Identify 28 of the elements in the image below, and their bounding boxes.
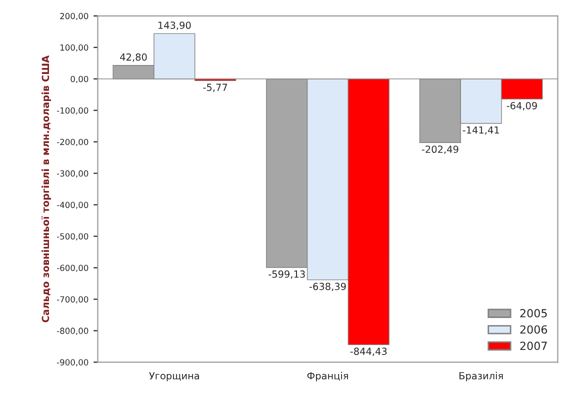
legend-label: 2006 — [520, 325, 548, 334]
legend-label: 2005 — [520, 309, 547, 318]
data-label: 143,90 — [158, 22, 191, 30]
data-label: -141,41 — [462, 126, 499, 135]
data-label: -5,77 — [203, 84, 228, 92]
y-tick-label: -800,00 — [56, 328, 88, 335]
data-label: -599,13 — [268, 270, 305, 279]
y-tick-label: 100,00 — [60, 44, 88, 52]
y-tick-label: 200,00 — [60, 12, 88, 20]
data-label: -202,49 — [422, 146, 458, 154]
x-tick-label: Угорщина — [149, 372, 200, 382]
x-tick-label: Франція — [307, 372, 348, 382]
y-tick-label: -600,00 — [56, 264, 88, 272]
y-tick-label: -300,00 — [56, 170, 88, 178]
y-tick-label: -400,00 — [56, 202, 88, 209]
data-label: -638,39 — [309, 282, 346, 292]
y-tick-label: 0,00 — [70, 76, 88, 84]
y-tick-label: -200,00 — [56, 138, 88, 146]
data-label: 42,80 — [120, 53, 147, 62]
y-tick-label: -700,00 — [56, 296, 88, 304]
y-tick-label: -100,00 — [56, 107, 88, 114]
y-tick-label: -900,00 — [56, 359, 88, 366]
y-tick-label: -500,00 — [56, 233, 88, 240]
data-label: -64,09 — [506, 102, 537, 110]
x-tick-label: Бразилія — [460, 372, 503, 382]
legend-label: 2007 — [520, 342, 547, 350]
y-axis-title: Сальдо зовнішньої торгівлі в млн.доларів США — [41, 55, 51, 322]
data-label: -844,43 — [350, 348, 387, 356]
